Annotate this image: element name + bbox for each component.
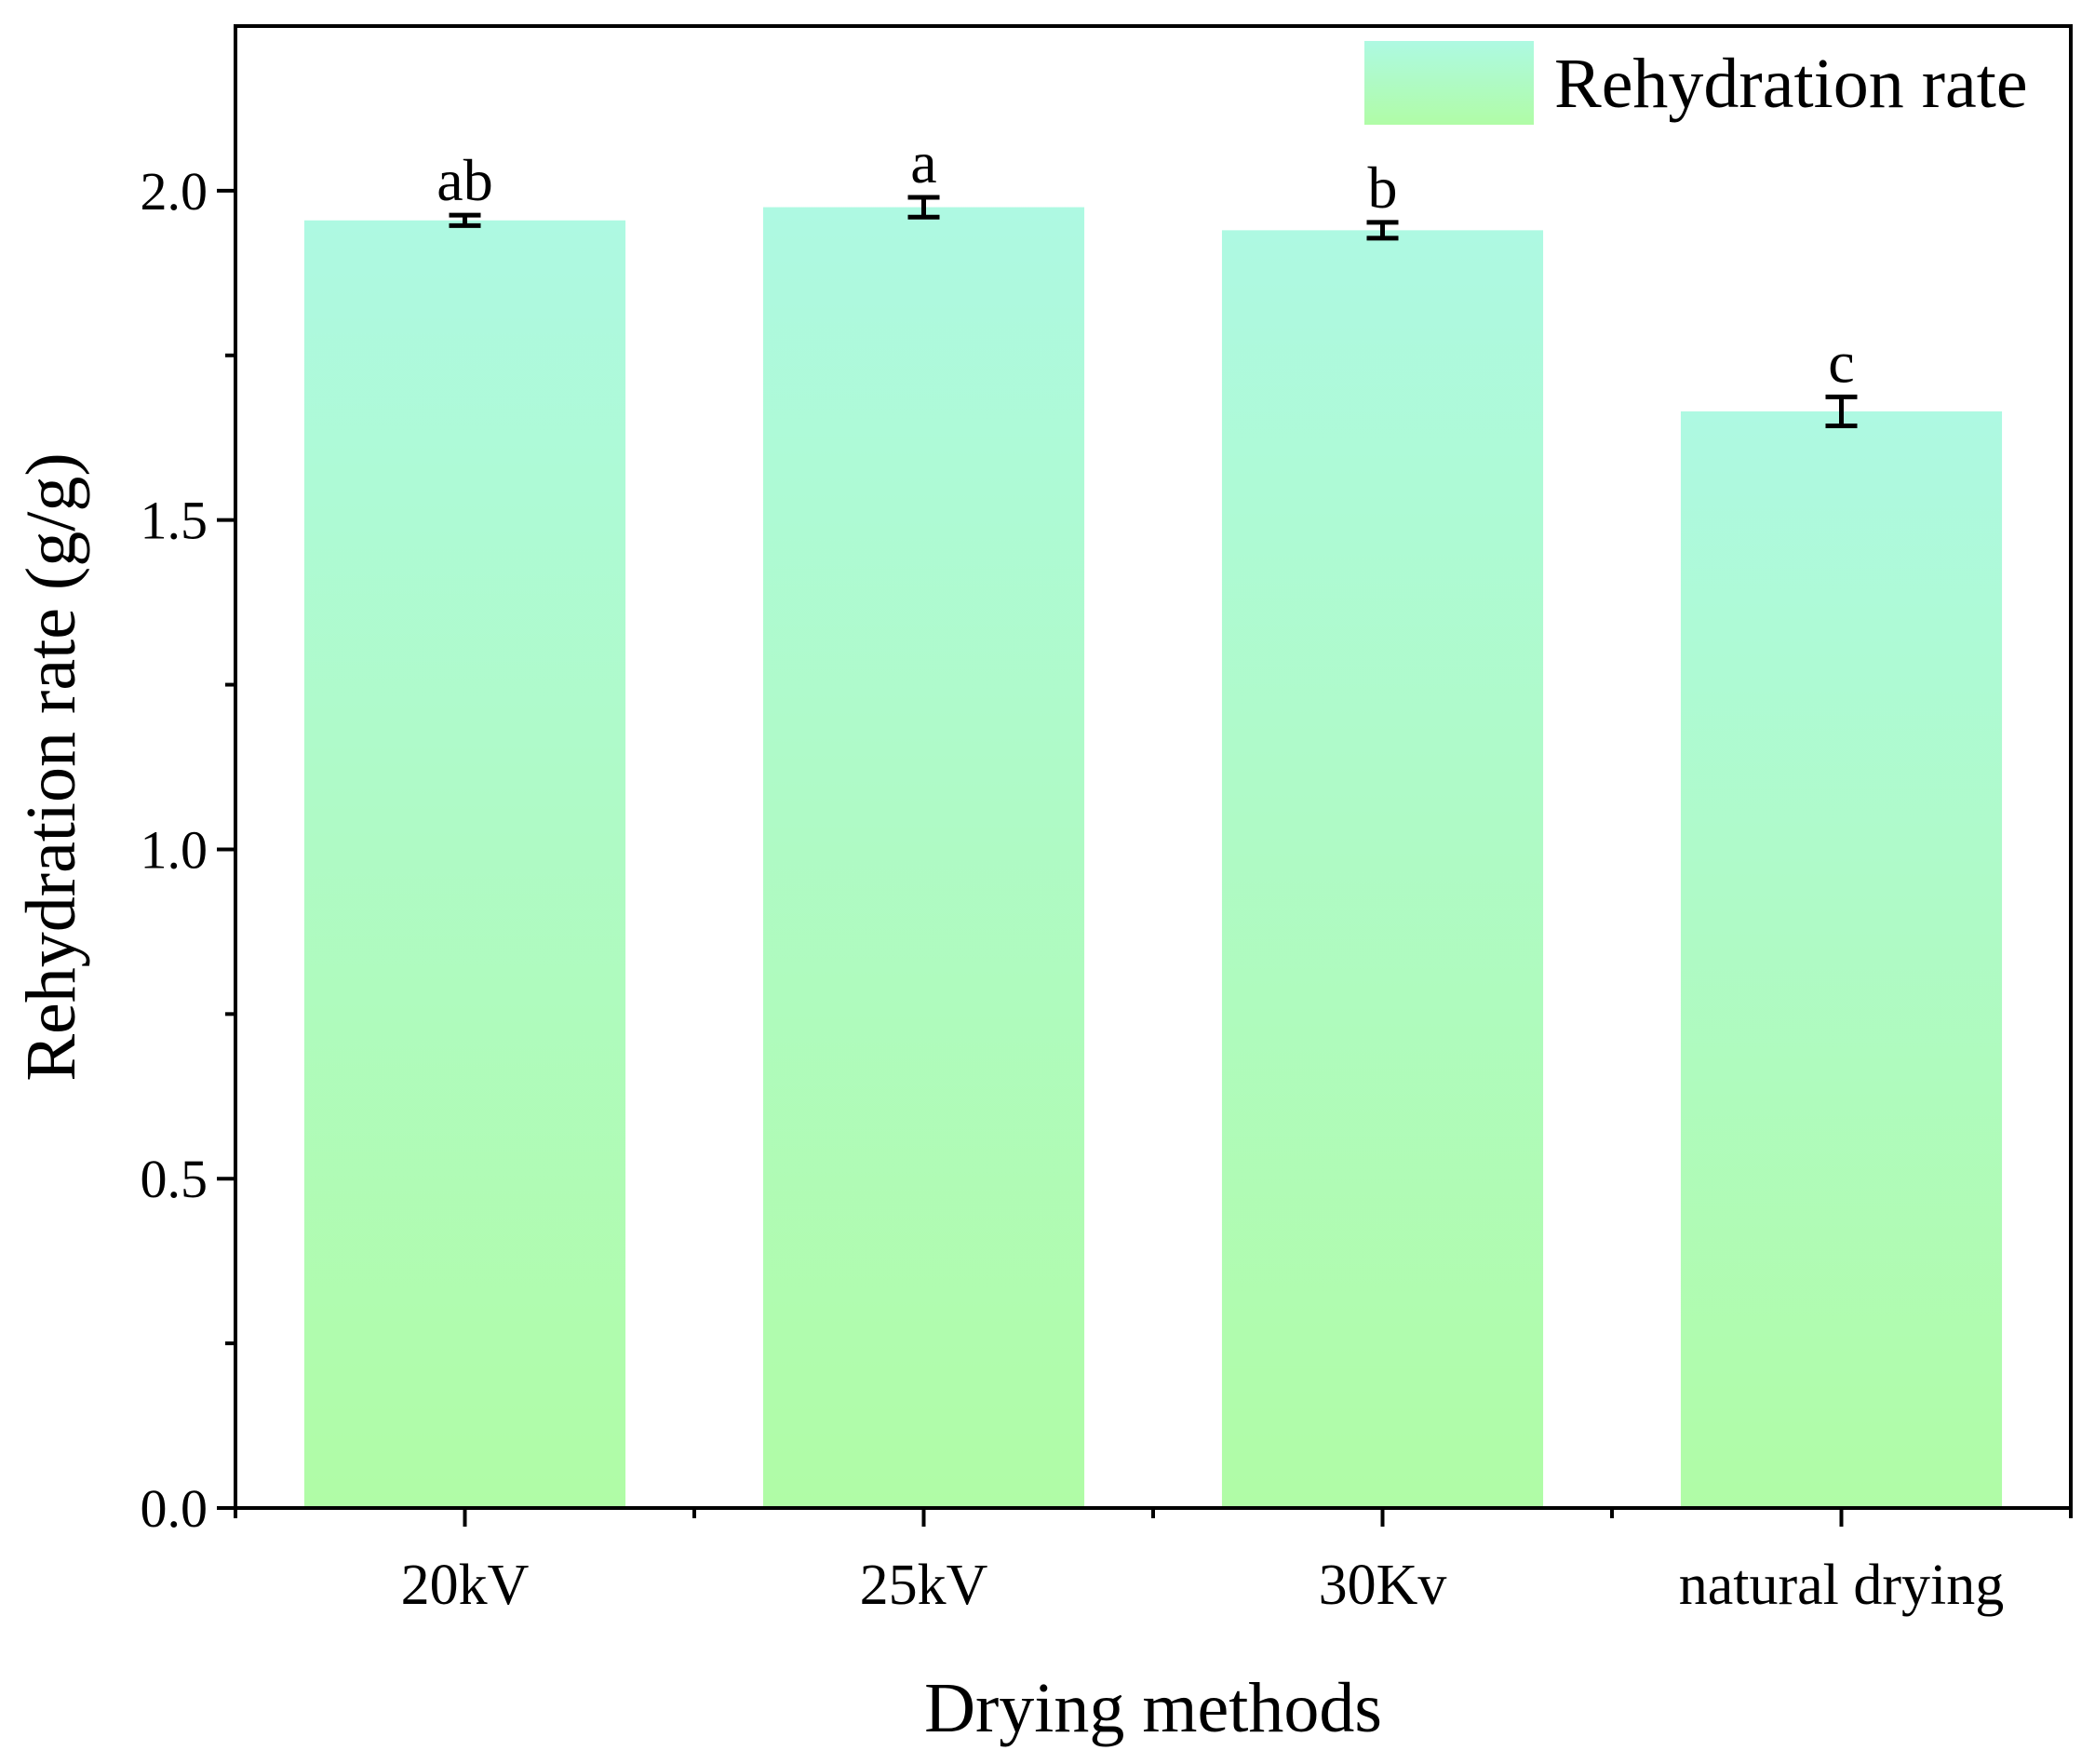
significance-label: a: [910, 129, 936, 195]
x-tick-label: natural drying: [1679, 1554, 2005, 1617]
bar-natural-drying: [1680, 411, 2003, 1508]
x-axis-title: Drying methods: [924, 1669, 1382, 1747]
y-axis-title: Rehydration rate (g/g): [12, 452, 90, 1081]
error-bar: [907, 195, 940, 220]
y-tick-label: 0.0: [141, 1478, 208, 1539]
y-tick-label: 1.5: [141, 491, 208, 551]
legend-label: Rehydration rate: [1554, 45, 2028, 123]
y-tick-label: 2.0: [141, 161, 208, 222]
y-axis: 0.0 0.5 1.0 1.5 2.0: [141, 161, 235, 1539]
x-tick-label: 25kV: [860, 1554, 988, 1617]
x-tick-label: 30Kv: [1319, 1554, 1447, 1617]
significance-labels-layer: ab a bc: [436, 129, 1854, 395]
significance-label: c: [1828, 329, 1854, 395]
error-bar: [449, 212, 481, 228]
bars-layer: [303, 207, 2003, 1509]
bar-30kv: [1221, 230, 1544, 1508]
error-bars-layer: [449, 195, 1858, 428]
x-tick-label: 20kV: [401, 1554, 530, 1617]
legend-swatch: [1364, 41, 1534, 125]
bar-25kv: [762, 207, 1085, 1509]
error-bar: [1366, 220, 1399, 241]
significance-label: ab: [436, 147, 492, 213]
significance-label: b: [1368, 155, 1398, 221]
bar-20kv: [303, 220, 626, 1508]
error-bar: [1825, 394, 1858, 428]
y-tick-label: 0.5: [141, 1149, 208, 1209]
legend: Rehydration rate: [1364, 41, 2028, 125]
y-tick-label: 1.0: [141, 819, 208, 880]
x-axis: 20kV 25kV 30Kv natural drying: [234, 1508, 2073, 1617]
